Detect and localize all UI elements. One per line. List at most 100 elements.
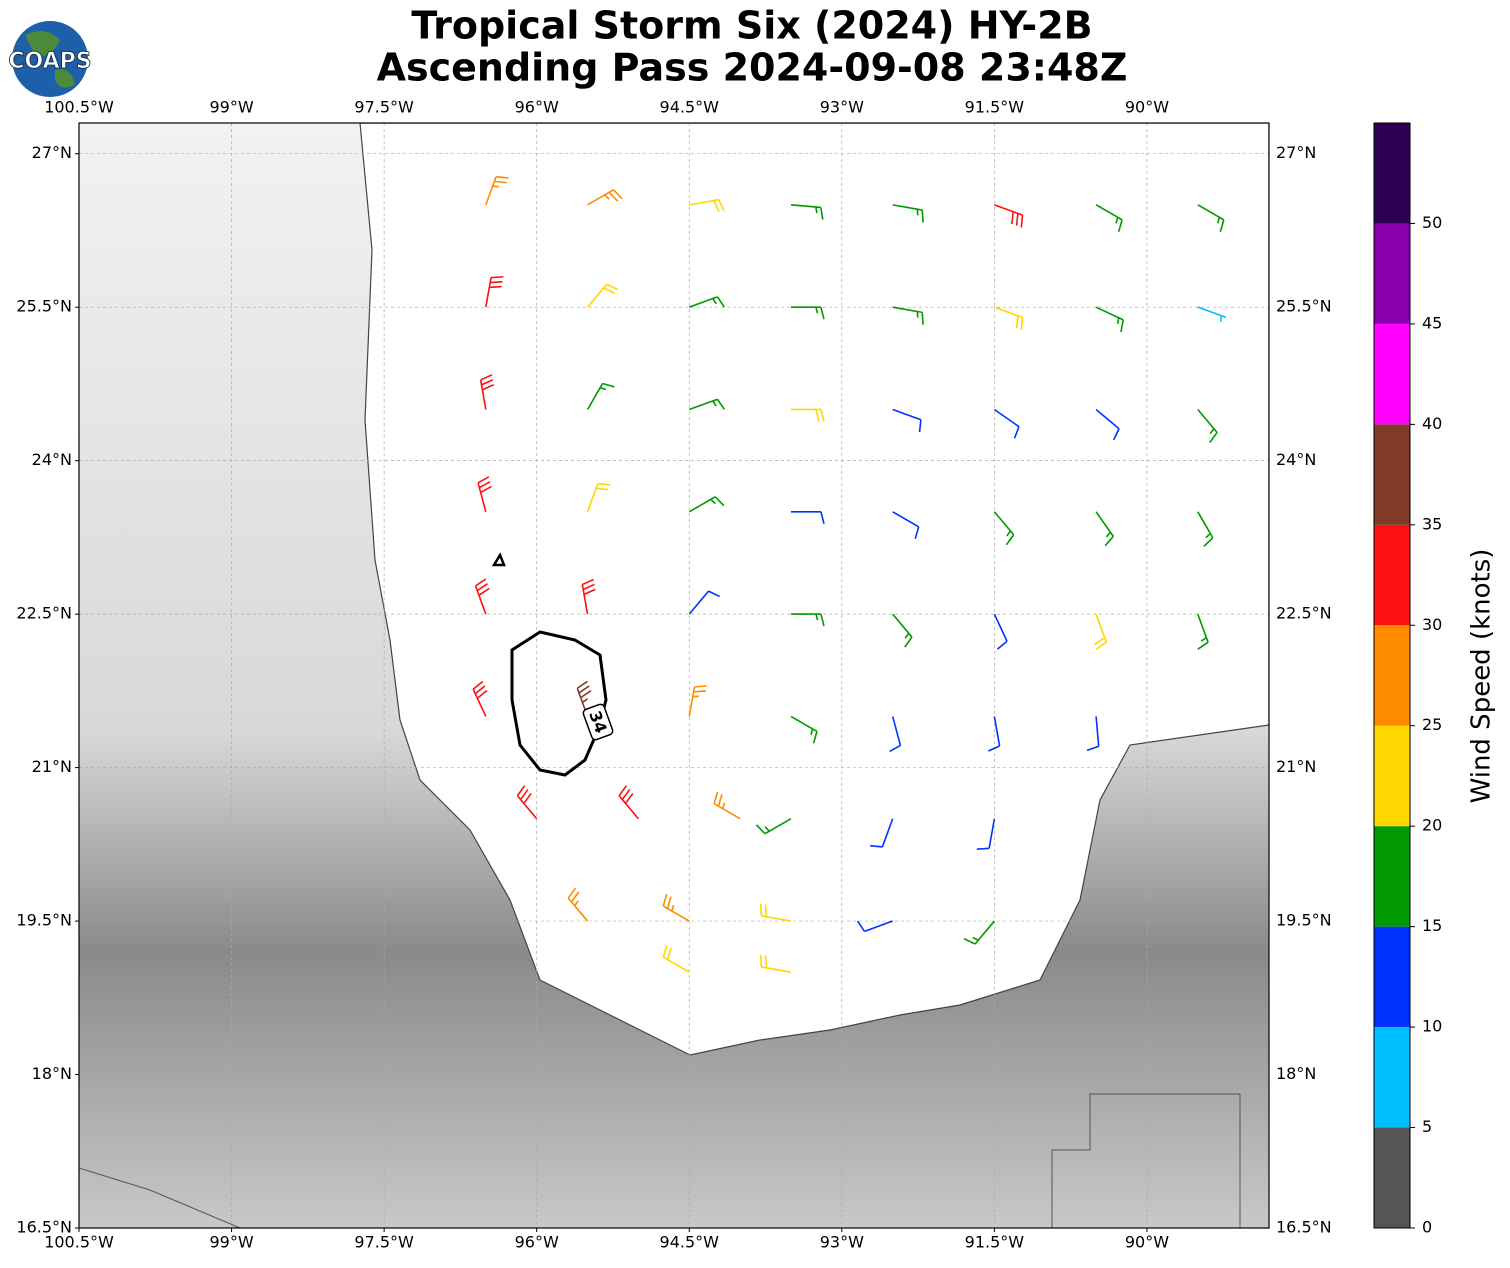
wind-barb xyxy=(576,680,592,717)
contour-label-bg xyxy=(582,703,614,741)
colorbar-tick-label: 10 xyxy=(1422,1017,1442,1036)
wind-barb xyxy=(790,613,825,627)
colorbar-segment xyxy=(1374,424,1410,525)
wind-barb xyxy=(479,374,494,410)
wind-barb xyxy=(892,613,913,648)
wind-barb xyxy=(587,189,623,206)
wind-barb xyxy=(1095,204,1123,232)
wind-barb xyxy=(485,175,509,206)
title-line-1: Tropical Storm Six (2024) HY-2B xyxy=(411,4,1092,48)
wind-barb xyxy=(759,903,792,922)
wind-barb xyxy=(892,306,924,325)
wind-barb xyxy=(581,578,596,615)
coastline xyxy=(79,1167,241,1228)
wind-barb xyxy=(1197,204,1225,232)
wind-barb xyxy=(618,785,640,820)
logo-text: COAPS xyxy=(8,49,91,74)
colorbar-tick-label: 25 xyxy=(1422,715,1442,734)
wind-barb xyxy=(688,398,726,411)
y-tick-label: 22.5°N xyxy=(16,604,72,623)
wind-barb xyxy=(889,716,902,753)
x-tick-label: 93°W xyxy=(820,1233,864,1252)
wind-barb xyxy=(987,716,1001,752)
wind-barb xyxy=(892,408,922,433)
y-tick-label: 18°N xyxy=(1276,1064,1316,1083)
y-tick-label: 27°N xyxy=(1276,143,1316,162)
y-tick-label: 25.5°N xyxy=(16,297,72,316)
wind-barb xyxy=(790,510,825,524)
y-tick-label: 19.5°N xyxy=(16,911,72,930)
wind-barb xyxy=(790,306,825,320)
wind-barb xyxy=(474,578,490,615)
wind-barb xyxy=(1197,408,1218,443)
wind-barb xyxy=(993,408,1020,439)
x-tick-label: 93°W xyxy=(820,98,864,117)
wind-barb xyxy=(586,382,615,410)
wind-barb xyxy=(790,715,818,744)
x-tick-label: 97.5°W xyxy=(354,98,414,117)
colorbar-tick-label: 15 xyxy=(1422,916,1442,935)
wind-barb xyxy=(993,511,1015,546)
wind-barb xyxy=(713,791,741,820)
wind-barb xyxy=(994,204,1024,228)
wind-barb xyxy=(662,893,690,922)
colorbar-segment xyxy=(1374,625,1410,726)
wind-barb xyxy=(567,887,589,922)
x-tick-label: 90°W xyxy=(1125,98,1169,117)
gulf-of-mexico xyxy=(359,123,1269,1056)
y-tick-label: 24°N xyxy=(32,450,72,469)
wind-barb xyxy=(1197,613,1209,650)
colorbar: 0 5 10 15 20 25 30 35 40 45 50 xyxy=(1373,122,1442,1237)
contour-small xyxy=(491,552,506,567)
wind-barb xyxy=(976,818,996,850)
colorbar-tick-label: 20 xyxy=(1422,816,1442,835)
colorbar-frame xyxy=(1373,122,1411,1229)
x-tick-label: 99°W xyxy=(209,1233,253,1252)
wind-barb xyxy=(689,198,725,213)
wind-barb xyxy=(1197,306,1227,322)
x-tick-label: 91.5°W xyxy=(965,98,1025,117)
colorbar-segment xyxy=(1374,1127,1410,1228)
y-tick-label: 25.5°N xyxy=(1276,297,1332,316)
x-tick-label: 91.5°W xyxy=(965,1233,1025,1252)
wind-barb xyxy=(993,613,1008,650)
colorbar-segment xyxy=(1374,323,1410,425)
colorbar-label: Wind Speed (knots) xyxy=(1467,549,1497,804)
y-tick-label: 21°N xyxy=(1276,757,1316,776)
barbs xyxy=(472,175,1227,974)
x-tick-label: 99°W xyxy=(209,98,253,117)
y-tick-label: 21°N xyxy=(32,757,72,776)
plot-frame xyxy=(78,122,1270,1229)
wind-barb xyxy=(472,680,488,717)
wind-barb xyxy=(963,920,995,945)
wind-barb xyxy=(856,920,893,933)
contour-label-box: 34 xyxy=(582,703,614,741)
y-tick-label: 19.5°N xyxy=(1276,911,1332,930)
colorbar-tick-label: 30 xyxy=(1422,615,1442,634)
colorbar-segment xyxy=(1374,123,1410,224)
wind-barb xyxy=(688,496,725,513)
x-tick-label: 94.5°W xyxy=(660,98,720,117)
colorbar-tick-label: 0 xyxy=(1422,1218,1432,1237)
map-background xyxy=(79,123,1269,1228)
wind-barb xyxy=(688,590,721,615)
colorbar-segment xyxy=(1374,524,1410,626)
wind-barb xyxy=(1086,716,1100,752)
colorbar-tick-label: 5 xyxy=(1422,1117,1432,1136)
wind-barb xyxy=(688,685,707,717)
x-tick-label: 100.5°W xyxy=(44,98,114,117)
y-tick-label: 18°N xyxy=(32,1064,72,1083)
colorbar-segment xyxy=(1374,926,1410,1028)
x-tick-label: 100.5°W xyxy=(44,1233,114,1252)
wind-barb xyxy=(688,296,726,308)
wind-barb xyxy=(1095,511,1114,547)
wind-barb xyxy=(892,511,920,539)
x-tick-label: 90°W xyxy=(1125,1233,1169,1252)
wind-barb xyxy=(1095,408,1120,441)
wind-barb xyxy=(755,818,792,835)
contour-34kt xyxy=(510,630,608,777)
y-tick-label: 16.5°N xyxy=(16,1218,72,1237)
x-tick-label: 97.5°W xyxy=(354,1233,414,1252)
colorbar-segment xyxy=(1374,1027,1410,1128)
x-tick-label: 94.5°W xyxy=(660,1233,720,1252)
